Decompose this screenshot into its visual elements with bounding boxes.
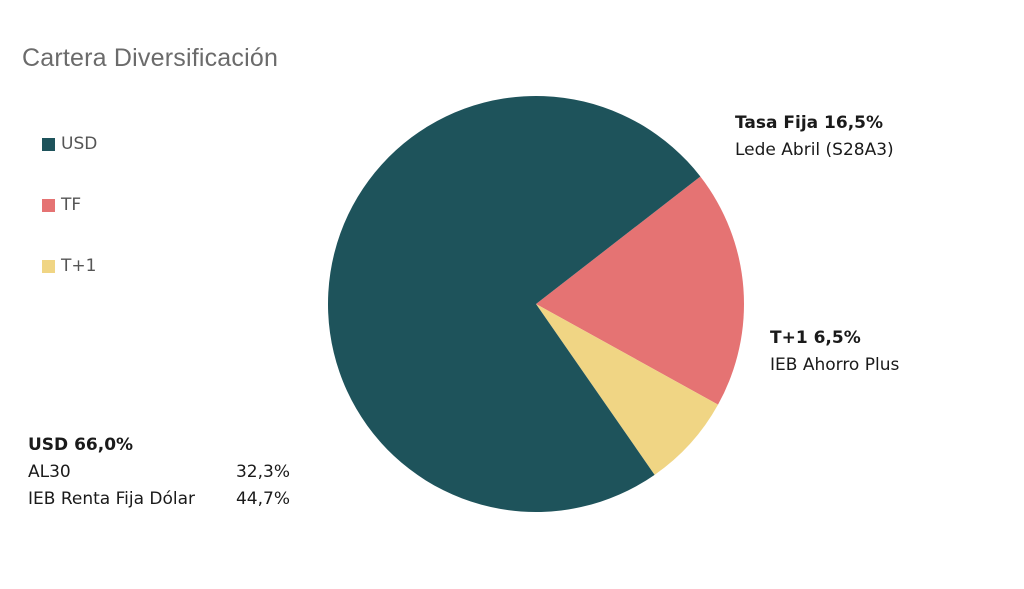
pie-slice-tf bbox=[536, 176, 744, 405]
legend: USD TF T+1 bbox=[42, 130, 97, 313]
callout-tasa-fija: Tasa Fija 16,5% Lede Abril (S28A3) bbox=[735, 110, 894, 164]
legend-swatch-tf bbox=[42, 198, 55, 212]
pie-slice-t1 bbox=[536, 304, 719, 475]
callout-t1-line: IEB Ahorro Plus bbox=[770, 355, 900, 375]
legend-item-t1: T+1 bbox=[42, 252, 97, 280]
callout-usd: USD 66,0% AL30 32,3% IEB Renta Fija Dóla… bbox=[28, 432, 290, 513]
legend-label-tf: TF bbox=[61, 195, 82, 215]
pie-slice-usd bbox=[328, 96, 701, 513]
legend-swatch-t1 bbox=[42, 259, 55, 273]
legend-label-usd: USD bbox=[61, 134, 98, 154]
legend-item-usd: USD bbox=[42, 130, 97, 158]
callout-usd-row-al30-label: AL30 bbox=[28, 462, 71, 482]
legend-item-tf: TF bbox=[42, 191, 97, 219]
callout-usd-row-renta-fija-label: IEB Renta Fija Dólar bbox=[28, 489, 196, 509]
callout-usd-row-al30-value: 32,3% bbox=[235, 462, 290, 482]
callout-usd-head: USD 66,0% bbox=[28, 435, 134, 455]
callout-tasa-fija-line: Lede Abril (S28A3) bbox=[735, 140, 894, 160]
callout-usd-row-renta-fija-value: 44,7% bbox=[235, 489, 290, 509]
callout-t1-head: T+1 6,5% bbox=[770, 328, 861, 348]
callout-tasa-fija-head: Tasa Fija 16,5% bbox=[735, 113, 884, 133]
callout-usd-row-renta-fija: IEB Renta Fija Dólar 44,7% bbox=[28, 486, 290, 513]
callout-usd-row-al30: AL30 32,3% bbox=[28, 459, 290, 486]
legend-swatch-usd bbox=[42, 137, 55, 151]
chart-title: Cartera Diversificación bbox=[22, 44, 279, 72]
callout-t1: T+1 6,5% IEB Ahorro Plus bbox=[770, 325, 899, 379]
legend-label-t1: T+1 bbox=[61, 256, 97, 276]
